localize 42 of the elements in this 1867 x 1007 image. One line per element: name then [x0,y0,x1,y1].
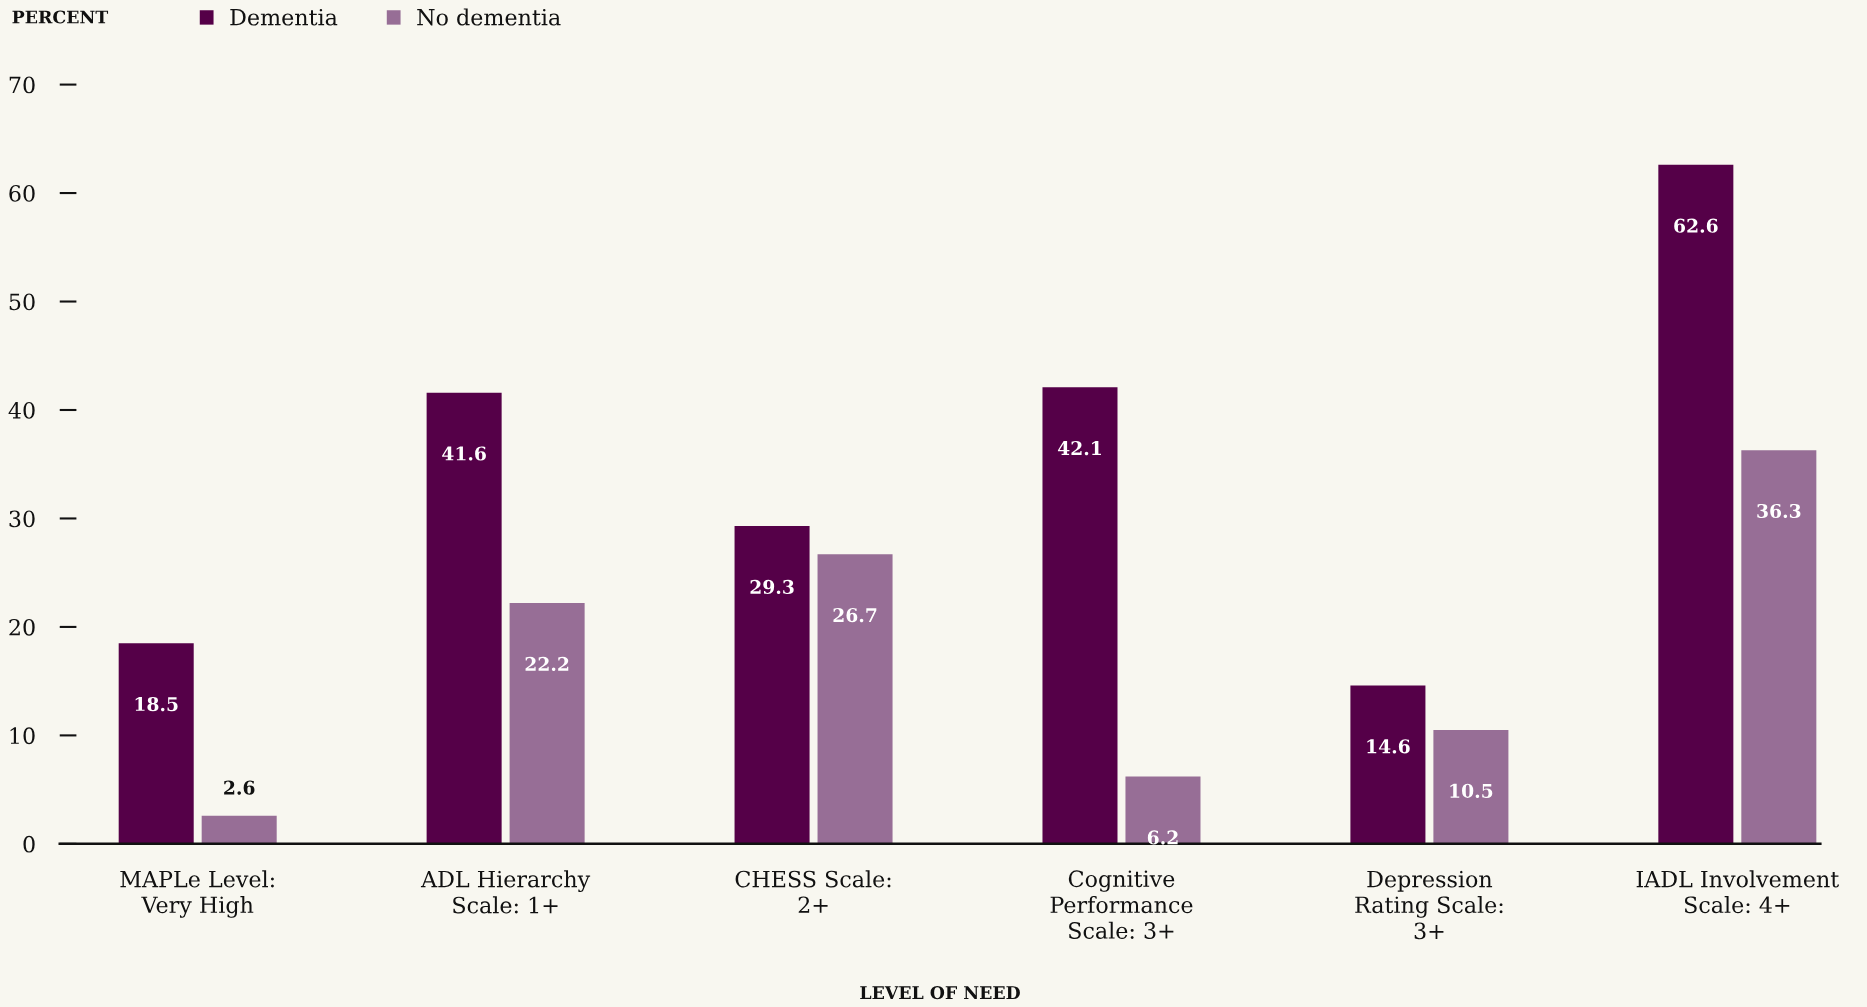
data-label: 22.2 [525,656,569,672]
x-tick-label: IADL Involvement Scale: 4+ [1636,870,1840,914]
x-tick-label: ADL Hierarchy Scale: 1+ [420,870,591,914]
legend-label: No dementia [417,8,561,26]
bar [734,526,810,844]
bar [1741,450,1817,844]
y-tick-label: 70 [9,76,35,94]
bar [1658,164,1734,844]
data-label: 10.5 [1450,783,1493,798]
data-label: 26.7 [833,608,877,623]
data-label: 18.5 [135,696,178,712]
data-label: 2.6 [224,780,255,795]
data-label: 42.1 [1057,440,1101,456]
bar [1042,387,1118,844]
bar [817,554,893,844]
bar [509,603,585,844]
y-tick-label: 10 [10,727,35,745]
bar [201,815,277,844]
bar [1350,685,1426,844]
data-label: 14.6 [1367,739,1410,754]
x-tick-label: Depression Rating Scale: 3+ [1355,870,1503,940]
bar [1433,729,1509,844]
data-label: 41.6 [442,446,486,461]
x-tick-label: CHESS Scale: 2+ [735,870,891,913]
x-axis-title: LEVEL OF NEED [860,986,1020,1000]
data-label: 29.3 [750,579,794,594]
y-tick-label: 50 [9,293,35,311]
x-tick-label: MAPLe Level: Very High [120,870,274,918]
data-label: 36.3 [1757,503,1801,519]
y-tick-label: 0 [23,835,35,853]
bar [1125,776,1201,844]
y-axis-title: PERCENT [12,10,109,24]
y-tick-label: 40 [8,401,35,419]
bar [118,643,194,844]
bar [426,392,502,844]
legend-label: Dementia [230,8,338,26]
y-tick-label: 60 [9,185,35,202]
x-tick-label: Cognitive Performance Scale: 3+ [1050,870,1193,939]
y-tick-label: 20 [9,618,35,636]
data-label: 6.2 [1147,830,1178,845]
data-label: 62.6 [1674,218,1718,233]
y-tick-label: 30 [9,510,35,528]
